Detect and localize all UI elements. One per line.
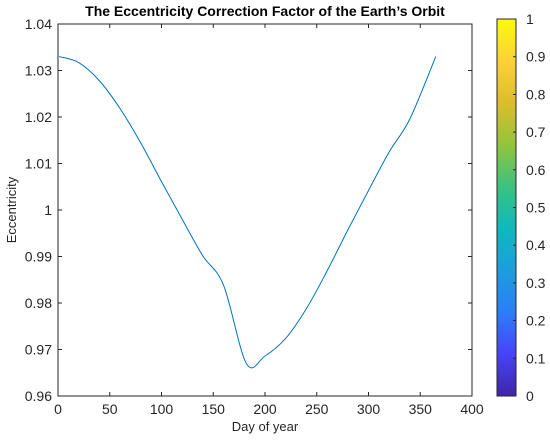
x-tick-label: 150 [202,401,226,417]
x-tick-label: 100 [150,401,174,417]
y-tick-label: 0.97 [25,342,52,358]
x-axis: 0 50 100 150 200 250 300 350 400 [54,24,484,417]
colorbar-tick-label: 1 [526,11,534,27]
colorbar-tick-label: 0.5 [526,200,546,216]
colorbar-tick-label: 0.9 [526,49,546,65]
x-tick-label: 350 [409,401,433,417]
x-tick-label: 400 [460,401,484,417]
y-tick-label: 1.03 [25,63,52,79]
y-tick-label: 1.04 [25,16,52,32]
colorbar-tick-label: 0.6 [526,162,546,178]
colorbar-tick-label: 0.3 [526,275,546,291]
colorbar-axis: 0 0.1 0.2 0.3 0.4 0.5 0.6 0.7 0.8 0.9 1 [513,11,546,404]
x-axis-label: Day of year [232,419,299,434]
x-tick-label: 250 [305,401,329,417]
colorbar-tick-label: 0.2 [526,313,546,329]
eccentricity-series-line [58,56,437,369]
colorbar-tick-label: 0.7 [526,124,546,140]
x-tick-label: 0 [54,401,62,417]
y-tick-label: 0.99 [25,249,52,265]
colorbar-tick-label: 0.8 [526,86,546,102]
chart-title: The Eccentricity Correction Factor of th… [85,3,445,19]
x-tick-label: 300 [357,401,381,417]
y-tick-label: 1 [44,202,52,218]
colorbar-tick-label: 0.4 [526,237,546,253]
plot-area [57,23,473,397]
x-tick-label: 50 [102,401,118,417]
y-axis: 0.96 0.97 0.98 0.99 1 1.01 1.02 1.03 1.04 [25,16,472,404]
y-tick-label: 0.98 [25,295,52,311]
colorbar-tick-label: 0 [526,388,534,404]
y-tick-label: 1.02 [25,109,52,125]
x-tick-label: 200 [253,401,277,417]
y-tick-label: 1.01 [25,156,52,172]
y-tick-label: 0.96 [25,388,52,404]
colorbar-tick-label: 0.1 [526,350,546,366]
y-axis-label: Eccentricity [4,176,19,243]
